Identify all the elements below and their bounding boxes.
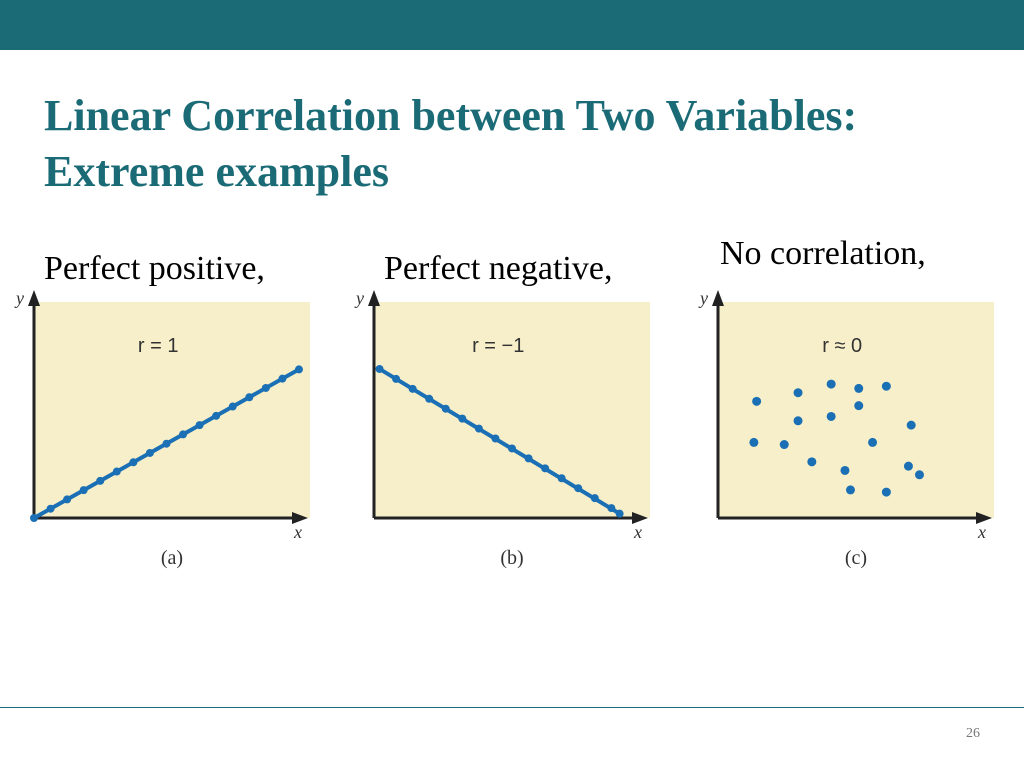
plot-background <box>34 302 310 518</box>
x-axis-arrow-icon <box>292 512 308 524</box>
data-point <box>807 457 817 467</box>
chart-caption: (a) <box>161 547 183 569</box>
data-point <box>392 374 401 383</box>
data-point <box>914 470 924 480</box>
r-value-annotation: r = 1 <box>138 335 179 357</box>
data-point <box>228 402 237 411</box>
data-point <box>491 434 500 443</box>
x-axis-label: x <box>293 522 302 542</box>
data-point <box>524 454 533 463</box>
panel-label-perfect-negative: Perfect negative, <box>384 250 613 287</box>
x-axis-arrow-icon <box>976 512 992 524</box>
data-point <box>903 461 913 471</box>
data-point <box>129 458 138 467</box>
data-point <box>607 504 616 513</box>
y-axis-label: y <box>14 290 24 308</box>
data-point <box>458 414 467 423</box>
data-point <box>294 365 303 374</box>
data-point <box>425 394 434 403</box>
chart-svg-c: y x r ≈ 0 (c) <box>698 290 994 569</box>
y-axis-label: y <box>354 290 364 308</box>
data-point <box>881 487 891 497</box>
data-point <box>557 474 566 483</box>
data-point <box>474 424 483 433</box>
data-point <box>793 388 803 398</box>
slide-title-line-1: Linear Correlation between Two Variables… <box>44 91 858 140</box>
data-point <box>793 416 803 426</box>
plot-background <box>374 302 650 518</box>
chart-perfect-positive: y x r = 1 (a) <box>0 290 320 580</box>
x-axis-label: x <box>977 522 986 542</box>
panel-label-no-correlation: No correlation, <box>720 235 926 272</box>
data-point <box>63 495 72 504</box>
data-point <box>752 396 762 406</box>
data-point <box>854 401 864 411</box>
data-point <box>826 411 836 421</box>
data-point <box>906 420 916 430</box>
data-point <box>96 476 105 485</box>
plot-background <box>718 302 994 518</box>
y-axis-arrow-icon <box>28 290 40 306</box>
r-value-annotation: r ≈ 0 <box>822 335 862 357</box>
y-axis-arrow-icon <box>368 290 380 306</box>
chart-caption: (c) <box>845 547 867 569</box>
x-axis-label: x <box>633 522 642 542</box>
data-point <box>845 485 855 495</box>
data-point <box>46 504 55 513</box>
data-point <box>375 364 384 373</box>
chart-no-correlation: y x r ≈ 0 (c) <box>684 290 1004 580</box>
y-axis-arrow-icon <box>712 290 724 306</box>
data-point <box>79 486 88 495</box>
chart-svg-a: y x r = 1 (a) <box>14 290 310 569</box>
data-point <box>854 383 864 393</box>
data-point <box>826 379 836 389</box>
data-point <box>508 444 516 453</box>
data-point <box>590 494 599 503</box>
data-point <box>441 404 450 413</box>
data-point <box>112 467 121 476</box>
data-point <box>615 509 624 518</box>
data-point <box>179 430 188 439</box>
data-point <box>212 411 221 420</box>
data-point <box>261 383 270 392</box>
data-point <box>779 440 789 450</box>
top-banner <box>0 0 1024 50</box>
r-value-annotation: r = −1 <box>472 335 524 357</box>
data-point <box>30 514 38 522</box>
data-point <box>574 484 583 493</box>
data-point <box>162 439 171 448</box>
panel-label-perfect-positive: Perfect positive, <box>44 250 265 287</box>
x-axis-arrow-icon <box>632 512 648 524</box>
data-point <box>145 448 154 457</box>
slide-title-line-2: Extreme examples <box>44 147 389 196</box>
data-point <box>541 464 550 473</box>
page-number: 26 <box>966 726 980 741</box>
footer-divider <box>0 707 1024 708</box>
data-point <box>881 381 891 391</box>
slide-title: Linear Correlation between Two Variables… <box>44 88 857 200</box>
y-axis-label: y <box>698 290 708 308</box>
data-point <box>195 421 204 430</box>
data-point <box>408 384 417 393</box>
data-point <box>245 393 254 402</box>
data-point <box>868 437 878 447</box>
chart-perfect-negative: y x r = −1 (b) <box>340 290 660 580</box>
data-point <box>278 374 287 383</box>
data-point <box>840 465 850 475</box>
data-point <box>749 437 759 447</box>
chart-caption: (b) <box>500 547 523 569</box>
chart-svg-b: y x r = −1 (b) <box>354 290 650 569</box>
